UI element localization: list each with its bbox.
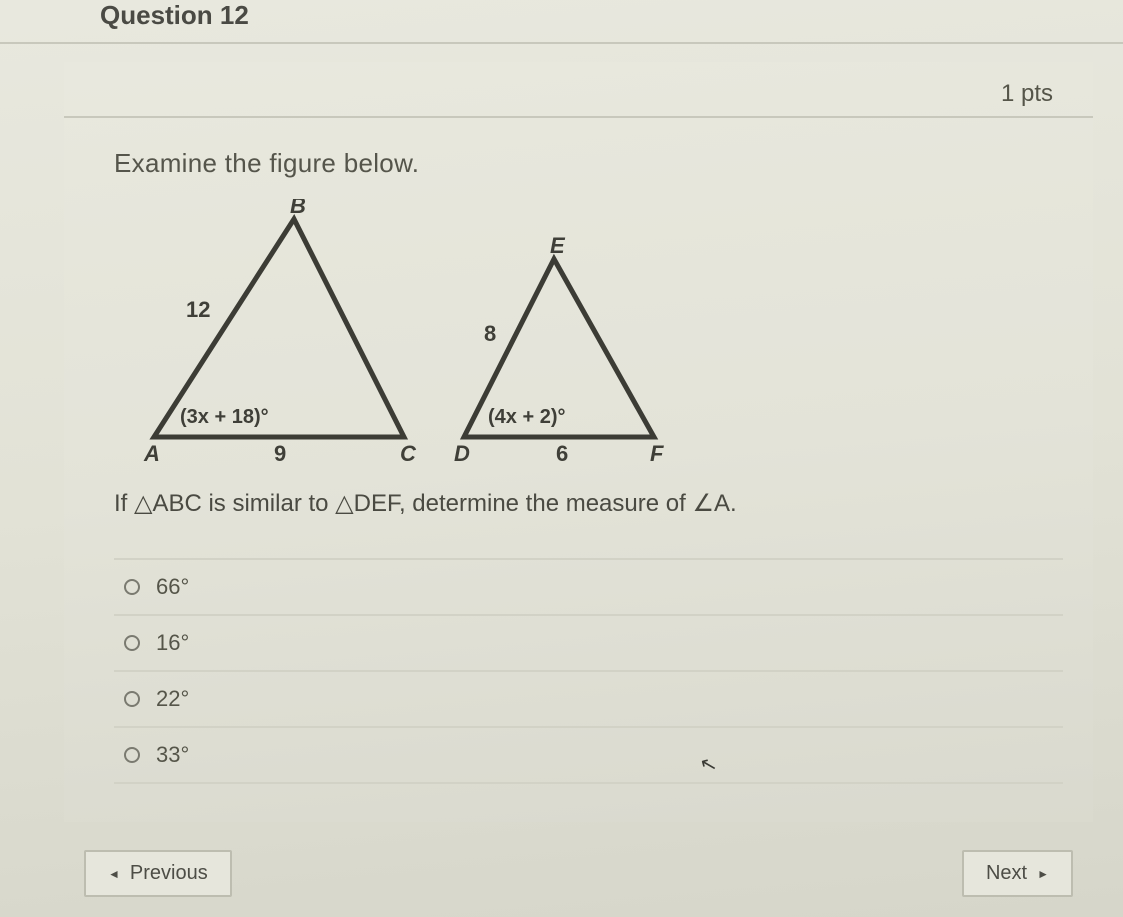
label-angle-D: (4x + 2)° [488,406,565,428]
figure: A B C 12 9 (3x + 18)° D E F 8 6 (4x + 2)… [124,199,744,479]
label-F: F [650,441,664,466]
answer-label: 22° [156,686,189,712]
label-AC-base: 9 [274,441,286,466]
previous-label: Previous [130,862,208,885]
prompt-text: Examine the figure below. [114,148,1093,179]
question-text: If △ABC is similar to △DEF, determine th… [114,489,1093,518]
label-C: C [400,441,417,466]
answer-label: 33° [156,742,189,768]
label-angle-A: (3x + 18)° [180,406,269,428]
points-label: 1 pts [1001,80,1053,108]
triangle-abc [154,219,404,437]
label-B: B [290,199,306,218]
answer-label: 66° [156,574,189,600]
question-header: Question 12 [0,0,1123,44]
chevron-left-icon: ◄ [108,867,120,881]
label-DF-base: 6 [556,441,568,466]
label-D: D [454,441,470,466]
next-label: Next [986,862,1027,885]
answer-label: 16° [156,630,189,656]
label-AB-side: 12 [186,297,210,322]
answer-option[interactable]: 16° [114,614,1063,670]
answer-option[interactable]: 66° [114,558,1063,614]
previous-button[interactable]: ◄ Previous [84,850,232,897]
radio-icon [124,691,140,707]
points-row: 1 pts [64,62,1093,118]
radio-icon [124,635,140,651]
question-title: Question 12 [100,0,249,31]
next-button[interactable]: Next ► [962,850,1073,897]
chevron-right-icon: ► [1037,867,1049,881]
triangles-svg: A B C 12 9 (3x + 18)° D E F 8 6 (4x + 2)… [124,199,744,479]
quiz-page: Question 12 1 pts Examine the figure bel… [0,0,1123,917]
label-E: E [550,233,566,258]
radio-icon [124,747,140,763]
answer-option[interactable]: 33° [114,726,1063,784]
label-DE-side: 8 [484,321,496,346]
answer-option[interactable]: 22° [114,670,1063,726]
nav-row: ◄ Previous Next ► [64,850,1093,897]
label-A: A [143,441,160,466]
radio-icon [124,579,140,595]
answers-list: 66° 16° 22° 33° [114,558,1063,784]
question-card: 1 pts Examine the figure below. A B C 12… [64,62,1093,822]
